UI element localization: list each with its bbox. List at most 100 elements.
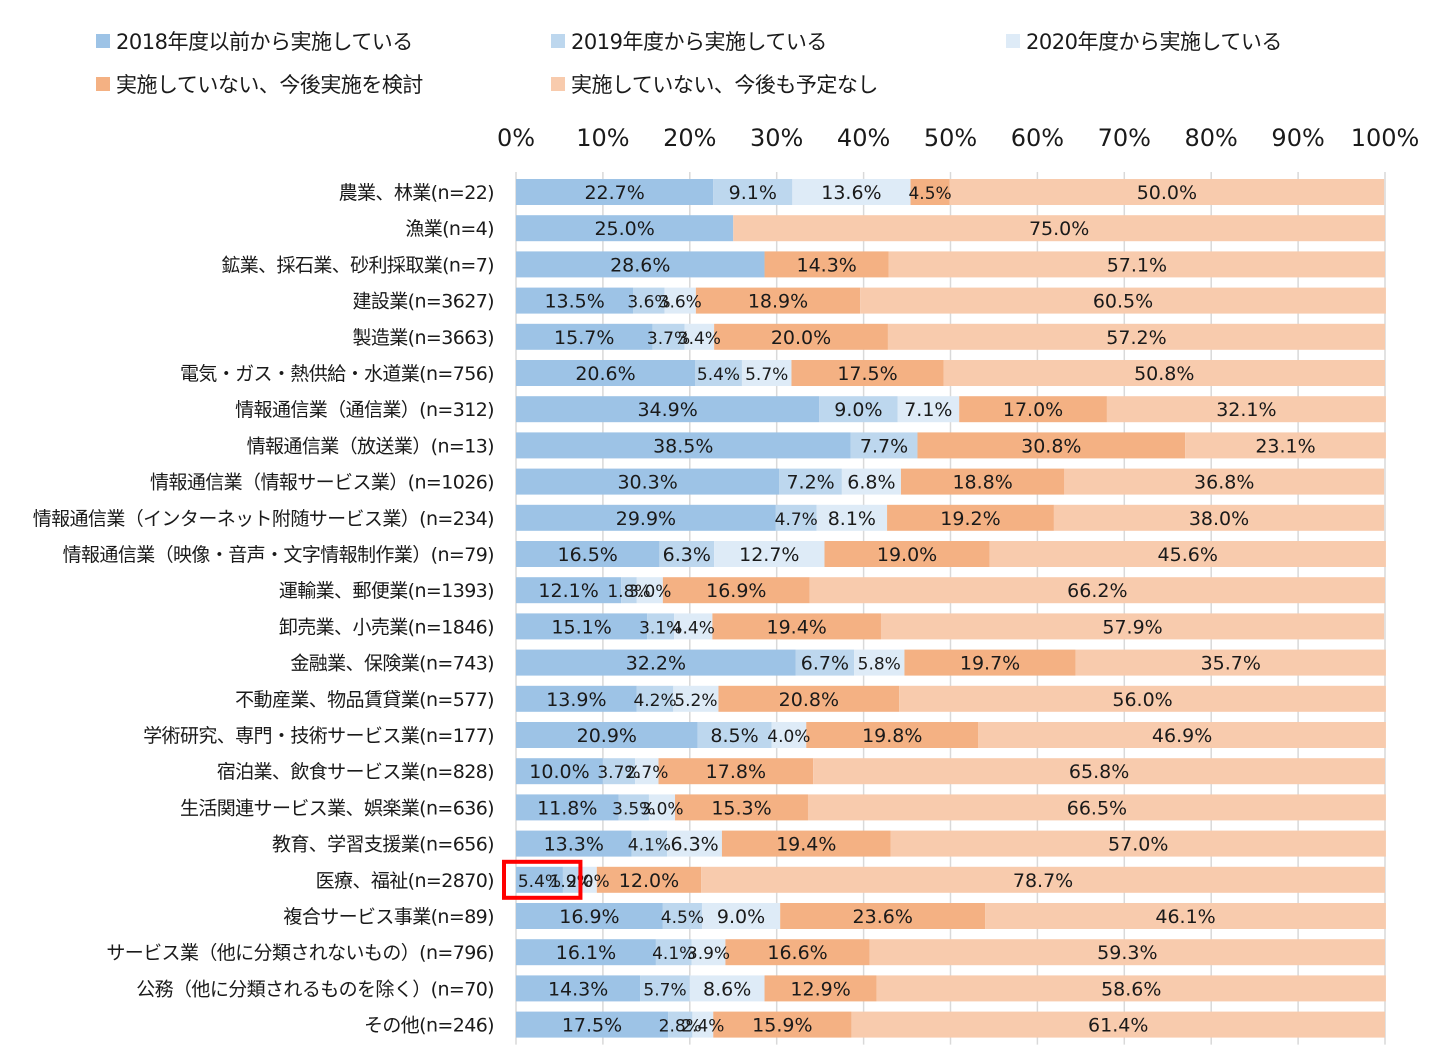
legend-swatch — [1006, 34, 1020, 48]
legend-swatch — [96, 34, 110, 48]
x-tick-label: 30% — [750, 124, 803, 152]
bar-segment — [516, 830, 632, 857]
data-label: 20.0% — [771, 327, 831, 349]
bar-segment — [516, 468, 780, 495]
data-label: 75.0% — [1029, 218, 1089, 240]
data-label: 12.1% — [538, 580, 598, 602]
category-label: 学術研究、専門・技術サービス業(n=177) — [143, 725, 494, 747]
bar-segment — [662, 903, 702, 929]
legend-label: 2019年度から実施している — [571, 30, 827, 54]
data-label: 30.8% — [1021, 435, 1081, 457]
bar-segment — [795, 649, 855, 676]
category-label: 漁業(n=4) — [405, 218, 494, 240]
bar-segment — [701, 903, 781, 929]
data-label: 35.7% — [1201, 653, 1261, 675]
x-tick-label: 40% — [837, 124, 890, 152]
data-label: 61.4% — [1088, 1015, 1148, 1037]
bar-segment — [631, 830, 668, 857]
data-label: 3.1% — [639, 618, 682, 638]
bar-segment — [516, 504, 776, 531]
bar-segment — [792, 179, 911, 205]
bar-segment — [741, 360, 792, 386]
bar-segment — [819, 396, 898, 423]
bar-segment — [860, 287, 1386, 314]
data-label: 57.9% — [1102, 616, 1162, 638]
bar-segment — [658, 758, 814, 785]
bar-segment — [721, 830, 891, 857]
category-label: 運輸業、郵便業(n=1393) — [279, 580, 494, 602]
x-tick-label: 10% — [576, 124, 629, 152]
bar-segment — [1106, 396, 1386, 423]
bar-segment — [602, 758, 636, 785]
bar-segment — [1064, 468, 1385, 495]
bar-segment — [1185, 432, 1386, 459]
bar-segment — [1053, 504, 1385, 531]
data-label: 2.8% — [659, 1017, 702, 1037]
bar-segment — [697, 722, 772, 748]
data-label: 23.6% — [853, 906, 913, 928]
bar-segment — [917, 432, 1186, 459]
bar-segment — [714, 541, 825, 567]
category-label: サービス業（他に分類されないもの）(n=796) — [106, 942, 494, 964]
data-label: 57.1% — [1107, 254, 1167, 276]
data-label: 4.2% — [633, 691, 676, 711]
x-tick-label: 80% — [1185, 124, 1238, 152]
bar-segment — [764, 251, 889, 278]
category-label: 情報通信業（放送業）(n=13) — [247, 435, 494, 457]
bar-segment — [662, 577, 810, 604]
data-label: 6.3% — [670, 834, 718, 856]
gridlines — [515, 172, 1386, 1045]
bar-segment — [648, 794, 676, 821]
bar-segment — [516, 649, 796, 676]
data-label: 4.1% — [628, 836, 671, 856]
data-label: 19.0% — [877, 544, 937, 566]
data-label: 16.5% — [558, 544, 618, 566]
data-label: 4.1% — [652, 944, 695, 964]
bar-segment — [713, 179, 793, 205]
data-label: 3.0% — [640, 799, 683, 819]
legend-swatch — [96, 77, 110, 91]
legend-item-2018-before: 2018年度以前から実施している — [96, 26, 413, 56]
data-label: 7.2% — [786, 472, 834, 494]
data-label: 15.7% — [554, 327, 614, 349]
data-label: 17.5% — [837, 363, 897, 385]
data-label: 32.2% — [626, 653, 686, 675]
bar-segment — [850, 432, 918, 459]
data-label: 38.0% — [1189, 508, 1249, 530]
bar-segment — [516, 794, 619, 821]
legend-label: 2018年度以前から実施している — [116, 30, 413, 54]
bar-segment — [989, 541, 1386, 567]
bar-segment — [888, 251, 1385, 278]
data-label: 5.8% — [858, 655, 901, 675]
category-label: その他(n=246) — [364, 1015, 494, 1037]
data-label: 3.5% — [612, 799, 655, 819]
data-label: 9.1% — [729, 182, 777, 204]
category-label: 情報通信業（インターネット附随サービス業）(n=234) — [33, 508, 494, 530]
category-label: 鉱業、採石業、砂利採取業(n=7) — [221, 254, 494, 276]
bar-segment — [516, 758, 603, 785]
data-label: 20.8% — [779, 689, 839, 711]
category-label: 情報通信業（通信業）(n=312) — [235, 399, 494, 421]
bar-segment — [516, 432, 851, 459]
data-label: 60.5% — [1093, 291, 1153, 313]
data-label: 3.4% — [678, 329, 721, 349]
bar-segment — [695, 287, 861, 314]
x-tick-label: 70% — [1098, 124, 1151, 152]
category-label: 金融業、保険業(n=743) — [290, 653, 494, 675]
bar-segment — [978, 722, 1386, 748]
bar-segment — [841, 468, 901, 495]
bar-segment — [675, 794, 808, 821]
data-label: 7.7% — [860, 435, 908, 457]
bar-segment — [851, 1011, 1385, 1038]
data-label: 18.8% — [952, 472, 1012, 494]
data-label: 23.1% — [1255, 435, 1315, 457]
bar-segment — [899, 685, 1386, 712]
bar-segment — [684, 323, 715, 350]
data-label: 57.2% — [1106, 327, 1166, 349]
data-label: 66.2% — [1067, 580, 1127, 602]
data-label: 13.5% — [544, 291, 604, 313]
legend: 2018年度以前から実施している 2019年度から実施している 2020年度から… — [0, 0, 1443, 110]
bar-segment — [516, 685, 637, 712]
data-label: 30.3% — [617, 472, 677, 494]
data-label: 3.7% — [647, 329, 690, 349]
